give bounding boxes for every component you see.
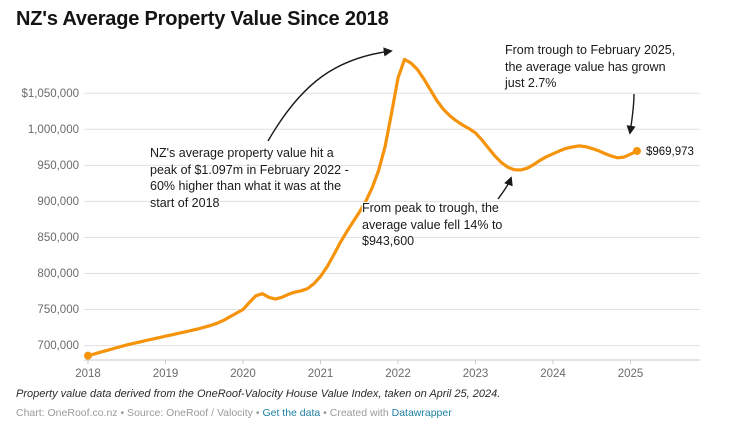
y-tick-label: 850,000 — [37, 232, 79, 244]
y-tick-label: 800,000 — [37, 268, 79, 280]
y-tick-label: 950,000 — [37, 160, 79, 172]
annotation-trough: From peak to trough, the average value f… — [362, 201, 503, 248]
y-tick-label: $1,050,000 — [21, 88, 79, 100]
x-tick-label: 2020 — [230, 368, 256, 380]
x-tick-label: 2025 — [618, 368, 644, 380]
annotation-peak: NZ's average property value hit a peak o… — [150, 146, 349, 210]
start-dot — [84, 351, 92, 360]
created-with-text: • Created with — [320, 407, 392, 419]
y-tick-label: 900,000 — [37, 196, 79, 208]
end-dot — [632, 146, 641, 155]
footnote: Property value data derived from the One… — [16, 388, 501, 400]
end-value-label: $969,973 — [646, 146, 694, 158]
credit-text: Chart: OneRoof.co.nz • Source: OneRoof /… — [16, 407, 263, 419]
y-tick-label: 1,000,000 — [28, 124, 79, 136]
x-tick-label: 2019 — [153, 368, 179, 380]
x-tick-label: 2018 — [75, 368, 101, 380]
x-tick-label: 2024 — [540, 368, 566, 380]
value-line — [86, 57, 639, 358]
get-data-link[interactable]: Get the data — [262, 407, 321, 419]
annotation-recovery: From trough to February 2025, the averag… — [505, 43, 676, 90]
credit-line: Chart: OneRoof.co.nz • Source: OneRoof /… — [16, 407, 452, 419]
x-tick-label: 2021 — [308, 368, 334, 380]
datawrapper-link[interactable]: Datawrapper — [391, 407, 452, 419]
chart-title: NZ's Average Property Value Since 2018 — [16, 8, 389, 30]
y-tick-label: 750,000 — [37, 304, 79, 316]
x-tick-label: 2022 — [385, 368, 411, 380]
y-tick-label: 700,000 — [37, 340, 79, 352]
x-tick-label: 2023 — [463, 368, 489, 380]
